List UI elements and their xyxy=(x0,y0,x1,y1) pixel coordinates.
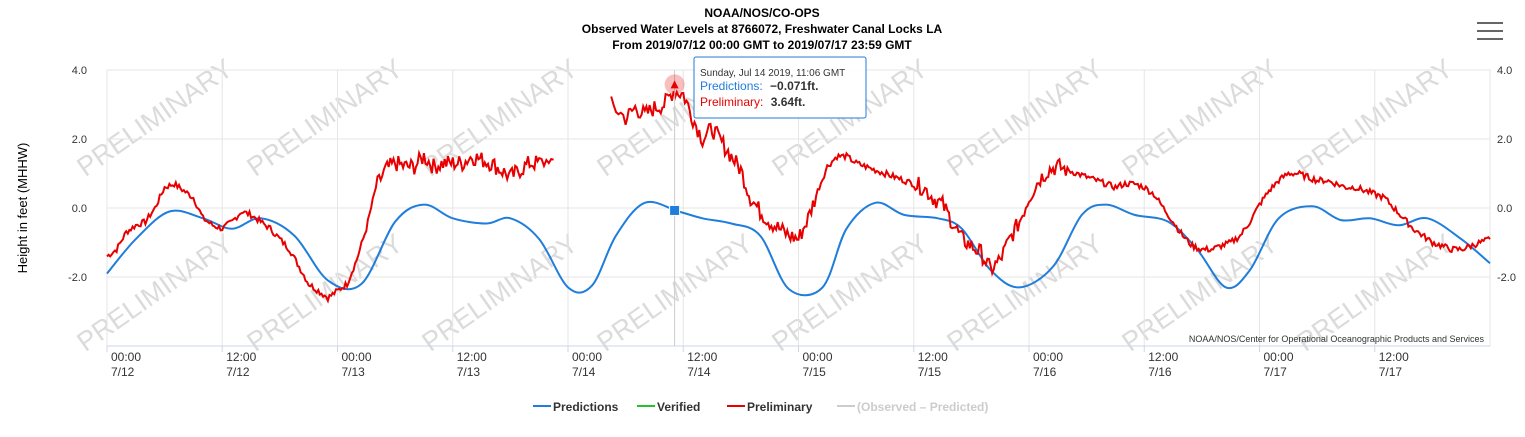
tooltip: Sunday, Jul 14 2019, 11:06 GMT Predictio… xyxy=(693,56,867,119)
x-axis-ticks: 00:007/1212:007/1200:007/1312:007/1300:0… xyxy=(106,345,1490,379)
watermark-text: PRELIMINARY xyxy=(766,228,933,357)
y-axis-title: Height in feet (MHHW) xyxy=(15,143,30,274)
grid-lines xyxy=(106,69,1491,347)
x-tick-label-date: 7/17 xyxy=(1379,365,1403,379)
watermark-text: PRELIMINARY xyxy=(241,53,408,182)
chart-subtitle: Observed Water Levels at 8766072, Freshw… xyxy=(582,22,943,36)
predictions-hover-marker xyxy=(669,204,681,216)
tooltip-pred-label: Predictions: xyxy=(700,79,763,93)
x-tick-label-time: 00:00 xyxy=(572,350,602,364)
x-tick-label-time: 00:00 xyxy=(342,350,372,364)
x-tick-label-date: 7/14 xyxy=(687,365,711,379)
y-tick-label-right: 2.0 xyxy=(1497,134,1512,146)
tooltip-prelim-value: 3.64ft. xyxy=(771,95,806,109)
x-tick-label-time: 12:00 xyxy=(1148,350,1178,364)
legend-label[interactable]: (Observed – Predicted) xyxy=(857,400,988,414)
legend-label[interactable]: Predictions xyxy=(553,400,619,414)
x-tick-label-date: 7/13 xyxy=(457,365,481,379)
tooltip-box xyxy=(693,56,867,119)
hamburger-menu-icon[interactable] xyxy=(1474,16,1506,46)
y-axis-ticks: 4.0 4.0 2.0 2.0 0.0 0.0 -2.0 -2.0 xyxy=(68,65,1516,284)
menu-bar xyxy=(1477,30,1503,32)
legend-item-predictions[interactable]: Predictions xyxy=(533,400,619,414)
y-tick-label-right: 0.0 xyxy=(1497,203,1512,215)
tooltip-preliminary: Preliminary: 3.64ft. xyxy=(700,95,805,109)
x-tick-label-date: 7/12 xyxy=(226,365,250,379)
series-preliminary-line[interactable] xyxy=(106,149,554,304)
legend-label[interactable]: Preliminary xyxy=(747,400,813,414)
y-tick-label-left: -2.0 xyxy=(68,272,87,284)
chart-title: NOAA/NOS/CO-OPS xyxy=(704,6,819,20)
y-tick-label-left: 2.0 xyxy=(72,134,87,146)
watermark-text: PRELIMINARY xyxy=(71,228,238,357)
x-tick-label-date: 7/15 xyxy=(803,365,827,379)
series-preliminary-line[interactable] xyxy=(610,89,1491,277)
x-tick-label-date: 7/15 xyxy=(918,365,942,379)
watermark-text: PRELIMINARY xyxy=(941,53,1108,182)
credit-text: NOAA/NOS/Center for Operational Oceanogr… xyxy=(1189,334,1485,344)
x-tick-label-time: 12:00 xyxy=(918,350,948,364)
legend-item-observed-predicted[interactable]: (Observed – Predicted) xyxy=(837,400,988,414)
watermark-text: PRELIMINARY xyxy=(1116,53,1283,182)
x-tick-label-date: 7/12 xyxy=(111,365,135,379)
x-tick-label-time: 12:00 xyxy=(226,350,256,364)
legend: Predictions Verified Preliminary (Observed … xyxy=(533,400,988,414)
plot-area[interactable] xyxy=(106,89,1491,304)
x-tick-label-time: 00:00 xyxy=(111,350,141,364)
tooltip-date: Sunday, Jul 14 2019, 11:06 GMT xyxy=(700,68,845,79)
y-tick-label-left: 4.0 xyxy=(72,65,87,77)
x-tick-label-date: 7/16 xyxy=(1033,365,1057,379)
watermark-text: PRELIMINARY xyxy=(416,228,583,357)
y-tick-label-right: -2.0 xyxy=(1497,272,1516,284)
watermark-text: PRELIMINARY xyxy=(71,53,238,182)
series-predictions-line[interactable] xyxy=(106,200,1491,297)
x-tick-label-time: 12:00 xyxy=(687,350,717,364)
x-tick-label-date: 7/13 xyxy=(342,365,366,379)
legend-item-verified[interactable]: Verified xyxy=(637,400,700,414)
x-tick-label-date: 7/16 xyxy=(1148,365,1172,379)
menu-bar xyxy=(1477,38,1503,40)
legend-item-preliminary[interactable]: Preliminary xyxy=(727,400,813,414)
hover-markers xyxy=(664,70,685,346)
tooltip-pred-value: −0.071ft. xyxy=(770,79,818,93)
x-tick-label-time: 00:00 xyxy=(1033,350,1063,364)
watermark-text: PRELIMINARY xyxy=(241,228,408,357)
x-tick-label-date: 7/17 xyxy=(1264,365,1288,379)
legend-label[interactable]: Verified xyxy=(657,400,700,414)
x-tick-label-time: 12:00 xyxy=(1379,350,1409,364)
tooltip-prelim-label: Preliminary: xyxy=(700,95,763,109)
tooltip-predictions: Predictions: −0.071ft. xyxy=(700,79,818,93)
preliminary-hover-marker xyxy=(670,80,679,89)
x-tick-label-time: 00:00 xyxy=(803,350,833,364)
menu-bar xyxy=(1477,22,1503,24)
chart-date-range: From 2019/07/12 00:00 GMT to 2019/07/17 … xyxy=(612,38,912,52)
x-tick-label-date: 7/14 xyxy=(572,365,596,379)
y-tick-label-right: 4.0 xyxy=(1497,65,1512,77)
y-tick-label-left: 0.0 xyxy=(72,203,87,215)
x-tick-label-time: 00:00 xyxy=(1264,350,1294,364)
x-tick-label-time: 12:00 xyxy=(457,350,487,364)
